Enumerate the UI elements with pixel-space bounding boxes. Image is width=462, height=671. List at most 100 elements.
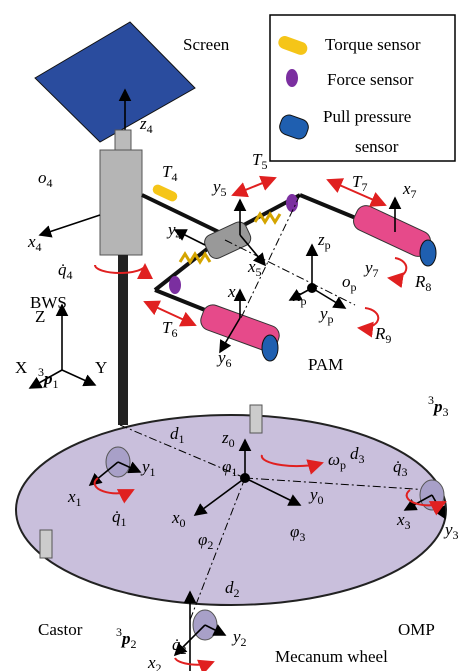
symbol-label: x5 bbox=[247, 257, 262, 279]
symbol-label: q̇4 bbox=[58, 260, 73, 282]
legend-force: Force sensor bbox=[327, 70, 414, 89]
diagram: Screen BWS PAM Castor OMP Mecanum wheel … bbox=[0, 0, 462, 671]
mecanum-label: Mecanum wheel bbox=[275, 647, 388, 666]
symbol-sub: 7 bbox=[373, 266, 379, 280]
symbol-sub: 0 bbox=[229, 436, 235, 450]
symbol-main: p bbox=[120, 629, 131, 648]
legend-pull: Pull pressure bbox=[323, 107, 411, 126]
symbol-main: R bbox=[374, 324, 386, 343]
symbol-sub: 1 bbox=[150, 465, 156, 479]
symbol-main: φ bbox=[290, 522, 299, 541]
symbol-sub: 4 bbox=[147, 122, 153, 136]
symbol-label: xp bbox=[292, 286, 307, 308]
symbol-sub: 3 bbox=[359, 452, 365, 466]
symbol-main: y bbox=[363, 258, 373, 277]
symbol-sub: p bbox=[325, 238, 331, 252]
symbol-label: T6 bbox=[162, 318, 177, 340]
symbol-sub: 2 bbox=[234, 586, 240, 600]
symbol-sub: 8 bbox=[425, 280, 431, 294]
symbol-main: φ bbox=[222, 457, 231, 476]
symbol-label: y3 bbox=[443, 520, 459, 542]
symbol-label: y5 bbox=[211, 177, 227, 199]
symbol-main: R bbox=[414, 272, 426, 291]
symbol-sub: 3 bbox=[453, 528, 459, 542]
symbol-sub: 7 bbox=[411, 187, 417, 201]
symbol-sub: 1 bbox=[53, 377, 59, 391]
axis-y: Y bbox=[95, 358, 107, 377]
screen-label: Screen bbox=[183, 35, 230, 54]
symbol-label: y6 bbox=[216, 348, 232, 370]
symbol-main: y bbox=[216, 348, 226, 367]
symbol-label: zp bbox=[317, 230, 331, 252]
symbol-main: y bbox=[166, 220, 176, 239]
symbol-label: T5 bbox=[252, 150, 267, 172]
symbol-main: o bbox=[342, 272, 351, 291]
symbol-sub: 0 bbox=[318, 493, 324, 507]
symbol-main: φ bbox=[198, 530, 207, 549]
symbol-label: T7 bbox=[352, 172, 367, 194]
symbol-label: R8 bbox=[414, 272, 431, 294]
symbol-sub: 4 bbox=[67, 268, 73, 282]
symbol-label: x6 bbox=[227, 282, 242, 304]
symbol-main: p bbox=[432, 397, 443, 416]
symbol-sub: 4 bbox=[36, 240, 42, 254]
symbol-sub: 6 bbox=[171, 326, 177, 340]
symbol-main: y bbox=[211, 177, 221, 196]
legend-pull: sensor bbox=[355, 137, 399, 156]
symbol-sub: 2 bbox=[181, 643, 187, 657]
symbol-sub: 2 bbox=[207, 538, 213, 552]
symbol-label: R9 bbox=[374, 324, 391, 346]
symbol-label: q̇2 bbox=[172, 635, 187, 657]
symbol-sub: 4 bbox=[47, 176, 53, 190]
symbol-label: 3p2 bbox=[116, 625, 137, 651]
symbol-sub: 1 bbox=[121, 515, 127, 529]
symbol-main: ω bbox=[328, 450, 340, 469]
axis-z: Z bbox=[35, 307, 45, 326]
symbol-label: x4 bbox=[27, 232, 42, 254]
symbol-sub: 5 bbox=[221, 185, 227, 199]
symbol-main: o bbox=[38, 168, 47, 187]
symbol-sub: 6 bbox=[226, 356, 232, 370]
symbol-sub: 0 bbox=[180, 516, 186, 530]
symbol-label: op bbox=[342, 272, 357, 294]
symbol-label: y7 bbox=[363, 258, 379, 280]
symbol-main: p bbox=[42, 369, 53, 388]
symbol-main: y bbox=[308, 485, 318, 504]
symbol-main: y bbox=[140, 457, 150, 476]
symbol-sub: 4 bbox=[176, 228, 182, 242]
pam-label: PAM bbox=[308, 355, 343, 374]
symbol-label: 3p1 bbox=[38, 365, 59, 391]
symbol-sub: 1 bbox=[76, 495, 82, 509]
symbol-label: y2 bbox=[231, 627, 247, 649]
symbol-label: x7 bbox=[402, 179, 417, 201]
symbol-label: y4 bbox=[166, 220, 182, 242]
symbol-label: T4 bbox=[162, 162, 177, 184]
symbol-sub: p bbox=[328, 312, 334, 326]
symbol-label: yp bbox=[318, 304, 334, 326]
symbol-sub: 6 bbox=[236, 290, 242, 304]
symbol-sub: 1 bbox=[179, 432, 185, 446]
symbol-label: x2 bbox=[147, 653, 162, 671]
axis-x: X bbox=[15, 358, 27, 377]
symbol-sub: 9 bbox=[385, 332, 391, 346]
symbol-label: z4 bbox=[139, 114, 153, 136]
symbol-main: y bbox=[318, 304, 328, 323]
symbol-sub: 2 bbox=[156, 661, 162, 671]
symbol-sub: 7 bbox=[361, 180, 367, 194]
symbol-sub: 3 bbox=[299, 530, 305, 544]
symbol-sub: p bbox=[351, 280, 357, 294]
castor-label: Castor bbox=[38, 620, 83, 639]
symbol-sub: 3 bbox=[402, 465, 408, 479]
symbol-sub: 1 bbox=[231, 465, 237, 479]
symbol-sub: p bbox=[340, 458, 346, 472]
symbol-main: y bbox=[231, 627, 241, 646]
symbol-sub: p bbox=[301, 294, 307, 308]
omp-label: OMP bbox=[398, 620, 435, 639]
symbol-sub: 3 bbox=[443, 405, 449, 419]
symbol-label: o4 bbox=[38, 168, 53, 190]
symbol-sub: 5 bbox=[256, 265, 262, 279]
symbol-sub: 2 bbox=[241, 635, 247, 649]
symbol-sub: 5 bbox=[261, 158, 267, 172]
symbol-sub: 3 bbox=[405, 518, 411, 532]
symbol-label: 3p3 bbox=[428, 393, 449, 419]
